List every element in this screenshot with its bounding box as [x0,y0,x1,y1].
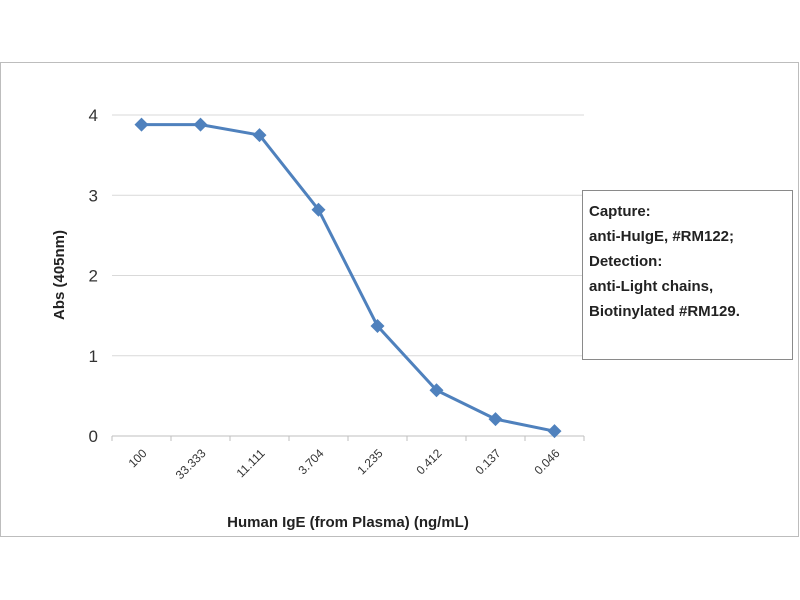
x-tick-label: 33.333 [173,446,209,482]
annotation-line: anti-Light chains, [589,278,714,295]
y-tick-label: 2 [89,267,98,286]
data-point-marker [252,128,267,143]
y-tick-label: 0 [89,427,98,446]
data-point-marker [134,117,149,132]
x-axis-title: Human IgE (from Plasma) (ng/mL) [227,514,469,531]
gridlines [112,114,584,437]
annotation-line: Capture: [589,203,651,220]
y-tick-label: 4 [89,106,98,125]
x-tick-label: 11.111 [234,446,268,480]
x-tick-label: 0.412 [413,446,444,477]
data-point-marker [429,383,444,398]
x-tick-label: 0.137 [472,446,503,477]
annotation-line: anti-HuIgE, #RM122; [589,228,735,245]
data-point-marker [193,117,208,132]
data-point-marker [370,319,385,334]
annotation-box: Capture: anti-HuIgE, #RM122; Detection: … [582,190,793,360]
x-axis-ticks: 100 33.333 11.111 3.704 1.235 0.412 0.137 0.046 [111,436,585,482]
data-point-marker [311,202,326,217]
y-tick-label: 3 [89,186,98,205]
x-tick-label: 1.235 [354,446,385,477]
data-point-marker [547,424,562,439]
x-tick-label: 0.046 [531,446,562,477]
x-tick-label: 3.704 [295,446,326,477]
data-point-marker [488,412,503,427]
series-line [141,123,555,433]
y-axis-ticks: 0 1 2 3 4 [89,106,98,446]
series-layer [134,117,562,439]
y-axis-title: Abs (405nm) [51,230,68,320]
annotation-line: Biotinylated #RM129. [589,303,740,320]
annotation-line: Detection: [589,253,663,270]
x-tick-label: 100 [126,446,150,470]
y-tick-label: 1 [89,347,98,366]
